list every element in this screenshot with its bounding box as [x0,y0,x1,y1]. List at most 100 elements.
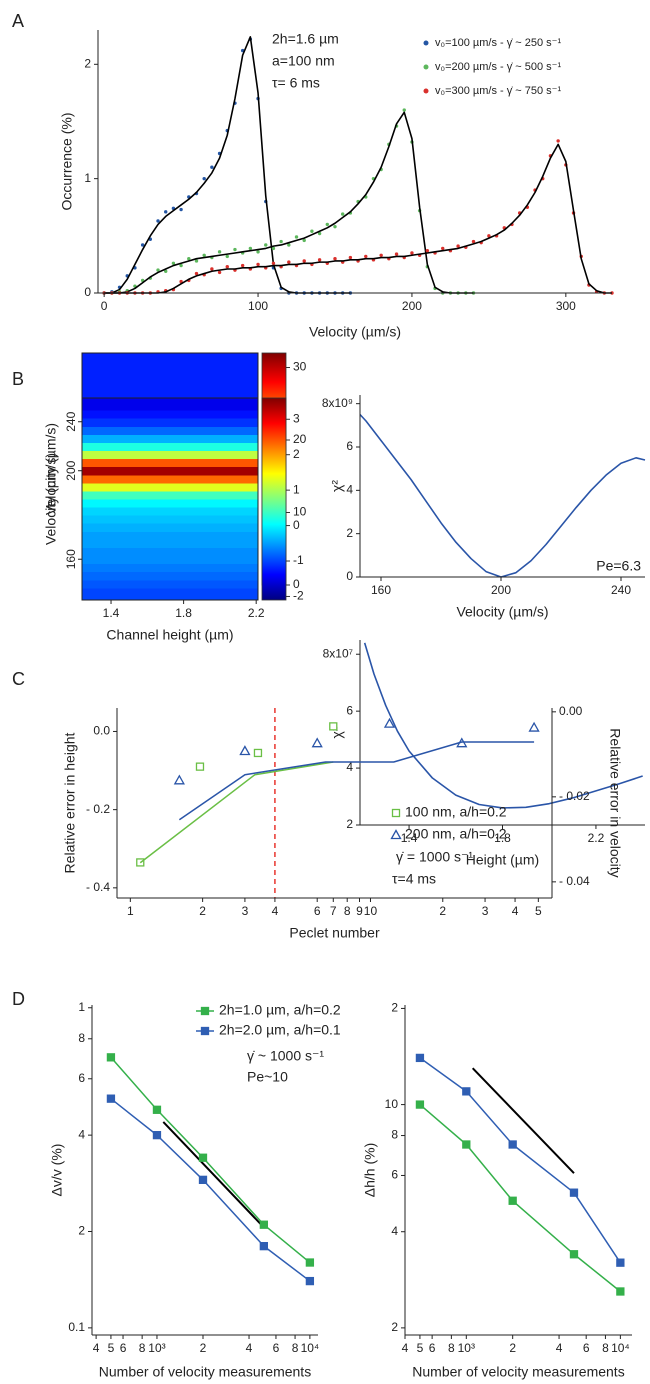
data-point [239,745,251,756]
y-tick-label: 2 [84,56,91,70]
data-point [225,265,229,269]
data-point [279,239,283,244]
data-point [508,1196,517,1205]
x-tick-label: 8 [344,904,351,918]
data-point [556,139,560,143]
data-point [294,235,299,239]
data-point [348,255,353,260]
x-tick-label: 2 [509,1341,516,1355]
y2-axis-label: Relative error in velocity [607,728,623,877]
data-point [441,246,445,251]
y-tick-label: 1 [84,171,91,185]
annotation: 2h=1.6 µm [272,31,339,47]
heatmap-row [82,361,258,371]
data-point [383,717,396,728]
data-point [305,1276,315,1286]
colorbar-tick-label: 20 [293,432,307,446]
data-point [233,247,237,252]
data-point [616,1287,625,1296]
data-point [333,224,337,229]
slope-guide [162,1121,265,1229]
y-tick-label: 6 [391,1168,398,1182]
y-tick-label: 0 [84,285,91,299]
legend-label: 2h=1.0 µm, a/h=0.2 [219,1002,341,1018]
y-axis-label: Δh/h (%) [362,1143,378,1197]
x-tick-label: 6 [429,1341,436,1355]
fit-line [104,143,612,294]
heatmap-row [82,398,258,411]
y-tick-label: - 0.2 [86,802,110,816]
data-point [402,108,406,112]
data-point [152,1130,162,1140]
x-axis-label: Number of velocity measurements [412,1364,624,1380]
heatmap-row [82,539,258,548]
x-tick-label: 10⁴ [611,1341,630,1355]
y-tick-label: 160 [64,549,78,569]
legend-label: v₀=300 µm/s - γ̇ ~ 750 s⁻¹ [435,85,561,97]
x-axis-label: Peclet number [289,925,380,941]
colorbar [261,397,287,601]
data-point [394,252,399,256]
y-tick-label: 6 [346,439,353,453]
data-point [152,1105,162,1114]
data-point [179,207,183,212]
data-point [106,1053,116,1062]
y-tick-label: 4 [391,1224,398,1238]
data-point [325,222,329,227]
x-tick-label: 6 [273,1341,280,1355]
y2-tick-label: 0.00 [559,704,583,718]
data-point [302,238,306,243]
x-tick-label: 10³ [148,1341,165,1355]
colorbar-tick-label: 2 [293,447,300,461]
heatmap-row [82,531,258,540]
series-line [419,1057,621,1264]
heatmap-row [82,466,258,476]
y-tick-label: 8x10⁷ [323,646,353,660]
data-point [195,762,205,771]
y-tick-label: 240 [64,411,78,431]
x-axis-label: Height (µm) [466,852,539,868]
data-point [164,210,168,214]
x-tick-label: 160 [371,583,391,597]
heatmap-row [82,450,258,460]
data-point [198,1175,208,1184]
x-tick-label: 6 [314,904,321,918]
x-tick-label: 240 [611,583,631,597]
data-point [210,165,214,169]
data-point [364,254,368,259]
heatmap-row [82,353,258,363]
y-tick-label: 2 [391,1001,398,1015]
annotation: τ= 6 ms [272,75,320,91]
data-point [210,267,214,271]
series-line [110,1098,311,1282]
data-point [202,253,206,257]
y-tick-label: 8 [391,1128,398,1142]
x-tick-label: 3 [482,904,489,918]
panel-label: A [12,11,24,31]
heatmap-row [82,523,258,532]
data-point [271,261,276,265]
x-tick-label: 1.4 [401,831,418,845]
x-tick-label: 6 [583,1341,590,1355]
y-tick-label: 4 [78,1127,85,1141]
data-point [194,271,199,276]
heatmap-row [82,490,258,500]
heatmap-row [82,515,258,524]
data-point [140,243,145,247]
y-tick-label: 2 [78,1224,85,1238]
y-axis-label: χ² [329,480,345,492]
data-point [194,259,199,263]
legend-label: v₀=100 µm/s - γ̇ ~ 250 s⁻¹ [435,37,561,49]
series-line [110,1056,311,1264]
annotation: γ̇ = 1000 s⁻¹ [396,849,473,865]
y-tick-label: 6 [78,1071,85,1085]
x-tick-label: 2 [200,1341,207,1355]
x-tick-label: 4 [402,1341,409,1355]
annotation: τ=4 ms [392,871,436,887]
y2-tick-label: - 0.02 [559,789,590,803]
y-tick-label: - 0.4 [86,880,110,894]
x-tick-label: 4 [246,1341,253,1355]
data-point [259,1220,268,1229]
series-line [139,761,334,864]
data-point [305,1258,315,1267]
